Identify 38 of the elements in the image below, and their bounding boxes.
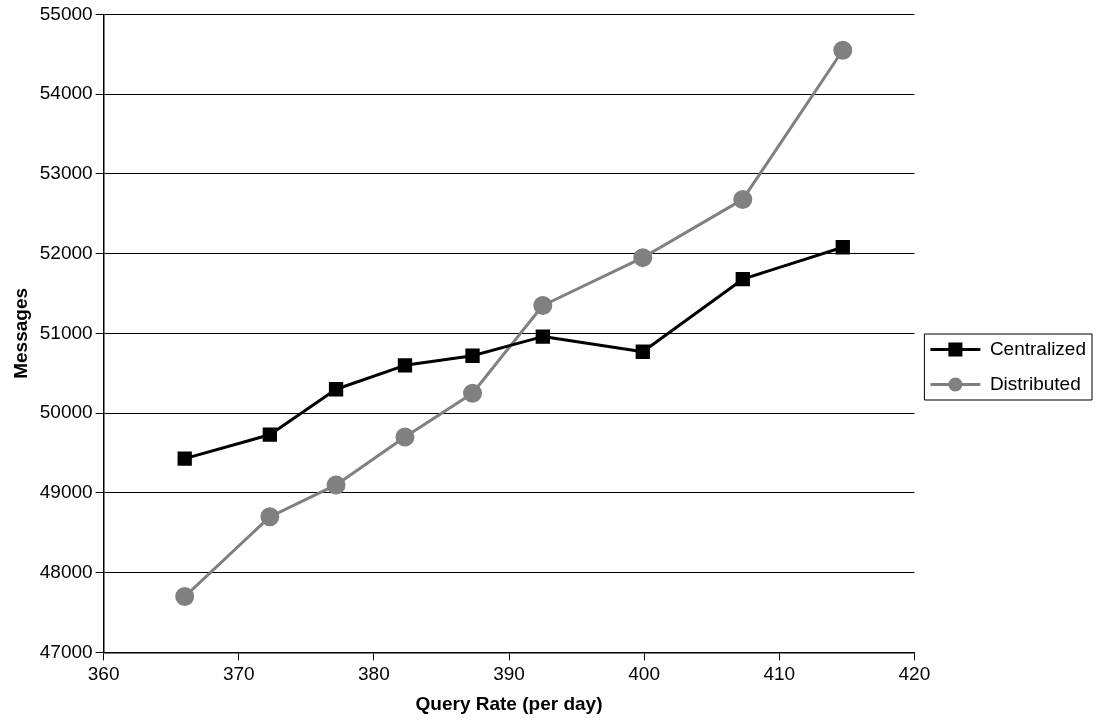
point [395,427,415,447]
y-tick-label: 54000 [39,82,93,104]
point [535,329,550,344]
x-tick-label: 400 [628,663,660,685]
y-tick-label: 51000 [39,321,93,343]
point [833,40,853,60]
x-tick-label: 390 [493,663,525,685]
point [326,475,346,495]
point [463,383,483,403]
x-tick-label: 370 [222,663,255,685]
y-tick-label: 47000 [39,640,93,662]
point [465,348,480,363]
point [635,344,650,359]
point [735,272,750,287]
x-tick-label: 410 [763,663,796,685]
y-tick-label: 52000 [39,241,93,263]
x-tick-label: 360 [87,663,120,685]
y-tick-label: 55000 [39,2,93,24]
x-tick-label: 420 [898,663,931,685]
point [633,248,653,268]
point [835,240,850,255]
point [175,587,195,607]
point [533,295,553,315]
y-axis-title: Messages [9,287,31,379]
point [328,382,344,397]
y-tick-label: 48000 [39,560,93,582]
y-tick-label: 53000 [39,162,93,184]
legend-label: Centralized [989,337,1087,359]
y-tick-label: 49000 [39,481,93,503]
point [260,507,280,527]
y-tick-label: 50000 [39,401,93,423]
point [262,427,277,442]
point [733,189,753,209]
x-tick-label: 380 [358,663,390,685]
x-axis-title: Query Rate (per day) [415,692,603,714]
legend-label: Distributed [989,372,1081,394]
point [177,451,192,466]
point [397,358,413,373]
